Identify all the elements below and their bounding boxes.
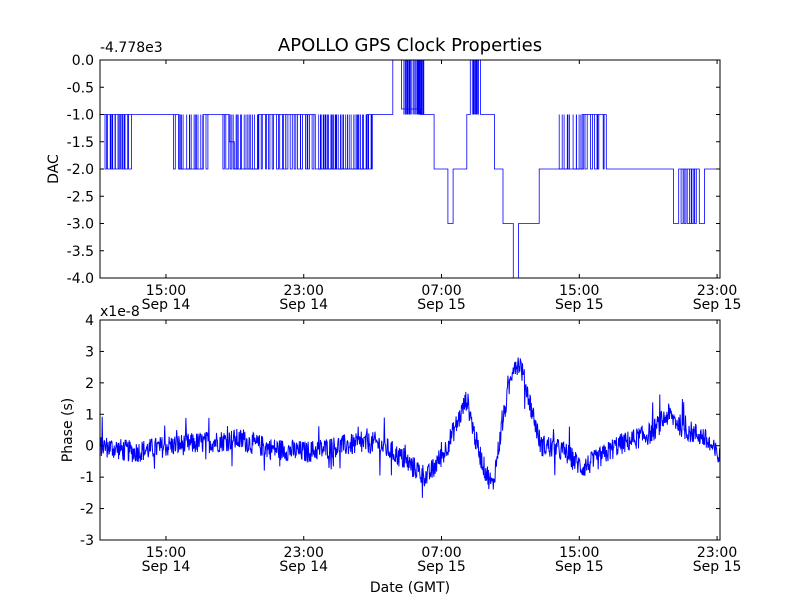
y-tick-label: -0.5 [67,80,94,96]
x-tick-label-time: 15:00 [146,283,186,299]
y-tick-label: 3 [85,344,94,360]
y-tick-label: 4 [85,313,94,329]
x-tick-label-time: 07:00 [421,283,461,299]
x-tick-label-time: 23:00 [697,545,737,561]
x-tick-label-time: 23:00 [284,283,324,299]
x-tick-label-date: Sep 14 [142,297,191,313]
dac-spike-group-7 [680,169,697,224]
y-tick-label: -1 [80,470,94,486]
y-tick-label: -2.5 [67,189,94,205]
y-tick-label: 1 [85,407,94,423]
y-tick-label: 2 [85,376,94,392]
x-tick-label-time: 07:00 [421,545,461,561]
dac-panel: 0.0 -0.5 -1.0 -1.5 -2.0 -2.5 -3.0 -3.5 -4.0 15:00… [46,40,741,313]
x-tick-label-date: Sep 15 [693,559,742,575]
x-tick-label-time: 15:00 [146,545,186,561]
data-series-1 [100,357,720,498]
data-series-0 [100,60,720,278]
offset-text-1: x1e-8 [100,304,140,320]
x-tick-label-date: Sep 14 [279,297,328,313]
y-tick-label: 0 [85,439,94,455]
y-tick-label: -2 [80,502,94,518]
offset-text-0: -4.778e3 [100,40,163,56]
y-tick-label: -4.0 [67,271,94,287]
x-tick-label-date: Sep 14 [142,559,191,575]
y-tick-label: -2.0 [67,162,94,178]
x-tick-label-date: Sep 15 [417,559,466,575]
x-tick-label-date: Sep 14 [279,559,328,575]
y-tick-label: -3.0 [67,217,94,233]
x-tick-label-time: 15:00 [559,283,599,299]
x-axis-label: Date (GMT) [370,580,450,596]
dac-spike-group-5 [471,60,479,115]
x-tick-label-date: Sep 15 [693,297,742,313]
dac-spike-group-3 [318,114,373,170]
dac-spike-group-4 [403,60,425,115]
dac-spike-group-2 [222,114,315,170]
y-tick-label: 0.0 [72,53,94,69]
y-tick-label: -3 [80,533,94,549]
phase-line [100,357,720,498]
y-tick-label: -3.5 [67,244,94,260]
x-tick-label-date: Sep 15 [555,559,604,575]
y-axis-label-1: Phase (s) [60,398,76,462]
x-tick-label-date: Sep 15 [417,297,466,313]
dac-spike-group-0 [104,114,132,170]
x-tick-label-time: 15:00 [559,545,599,561]
x-tick-label-date: Sep 15 [555,297,604,313]
x-tick-label-time: 23:00 [697,283,737,299]
dac-step-line [100,60,720,278]
y-axis-label-0: DAC [46,154,62,184]
chart-title: APOLLO GPS Clock Properties [278,35,542,56]
y-tick-label: -1.0 [67,108,94,124]
x-tick-label-time: 23:00 [284,545,324,561]
y-tick-label: -1.5 [67,135,94,151]
dac-spike-group-6 [558,114,605,170]
dac-spike-group-1 [173,114,209,170]
axes-frame-1 [99,319,721,541]
